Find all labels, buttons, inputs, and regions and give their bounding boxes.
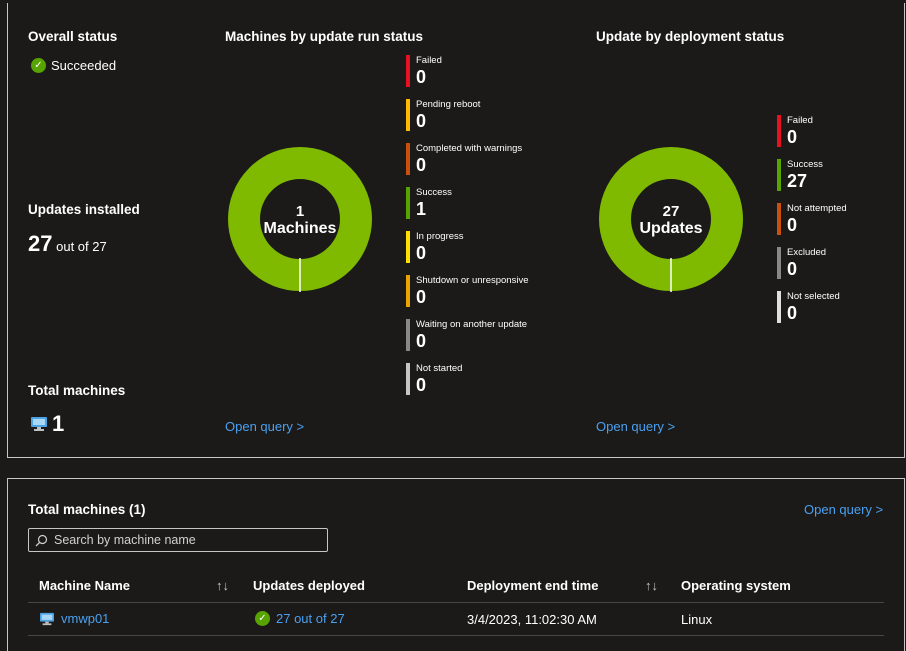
legend-value: 0 <box>416 67 427 87</box>
legend-value: 27 <box>787 171 808 191</box>
virtual-machine-icon <box>31 417 47 431</box>
column-header-operating-system[interactable]: Operating system <box>681 578 791 593</box>
deployment-donut-center: 27 Updates <box>611 203 731 237</box>
updates-installed-summary: 27 out of 27 <box>28 231 107 257</box>
legend-bar <box>406 99 410 131</box>
header-divider <box>28 602 884 603</box>
legend-item-failed[interactable]: Failed 0 <box>777 115 813 147</box>
legend-label: Pending reboot <box>416 99 481 110</box>
legend-bar <box>777 247 781 279</box>
deployment-end-time-cell: 3/4/2023, 11:02:30 AM <box>467 612 597 627</box>
total-machines-heading: Total machines <box>28 383 126 398</box>
legend-bar <box>406 55 410 87</box>
deployment-donut-chart <box>599 147 743 292</box>
overall-status-value: Succeeded <box>51 58 117 73</box>
deployment-donut-number: 27 <box>662 203 680 220</box>
legend-label: Success <box>416 187 452 198</box>
updates-deployed-link[interactable]: 27 out of 27 <box>276 611 345 626</box>
legend-label: Failed <box>416 55 442 66</box>
legend-value: 1 <box>416 199 427 219</box>
machine-name-cell: vmwp01 <box>39 611 109 626</box>
legend-label: Waiting on another update <box>416 319 528 330</box>
machines-donut-center: 1 Machines <box>240 203 360 237</box>
legend-item-not-started[interactable]: Not started 0 <box>406 363 462 395</box>
legend-value: 0 <box>416 111 427 131</box>
sort-deployment-end-time-icon[interactable]: ↑↓ <box>645 578 658 593</box>
legend-bar <box>777 203 781 235</box>
overall-status: ✓ Succeeded <box>31 58 116 73</box>
legend-bar <box>406 143 410 175</box>
success-check-icon: ✓ <box>255 611 270 626</box>
legend-item-excluded[interactable]: Excluded 0 <box>777 247 826 279</box>
legend-bar <box>406 187 410 219</box>
legend-value: 0 <box>787 127 798 147</box>
legend-item-success[interactable]: Success 1 <box>406 187 452 219</box>
legend-label: Not started <box>416 363 463 374</box>
summary-panel: Overall status ✓ Succeeded Updates insta… <box>7 3 905 458</box>
updates-installed-suffix: out of 27 <box>56 239 107 254</box>
legend-label: Failed <box>787 115 813 126</box>
legend-value: 0 <box>787 259 798 279</box>
legend-item-pending-reboot[interactable]: Pending reboot 0 <box>406 99 480 131</box>
column-header-updates-deployed[interactable]: Updates deployed <box>253 578 365 593</box>
legend-item-shutdown-or-unresponsive[interactable]: Shutdown or unresponsive 0 <box>406 275 529 307</box>
row-divider <box>28 635 884 636</box>
legend-item-not-attempted[interactable]: Not attempted 0 <box>777 203 847 235</box>
legend-label: Success <box>787 159 823 170</box>
updates-installed-heading: Updates installed <box>28 202 140 217</box>
column-header-machine-name[interactable]: Machine Name <box>39 578 131 593</box>
machines-table-panel: Total machines (1) Open query > Machine … <box>7 478 905 651</box>
legend-value: 0 <box>416 243 427 263</box>
legend-item-completed-with-warnings[interactable]: Completed with warnings 0 <box>406 143 522 175</box>
legend-item-failed[interactable]: Failed 0 <box>406 55 442 87</box>
sort-machine-name-icon[interactable]: ↑↓ <box>216 578 229 593</box>
legend-item-not-selected[interactable]: Not selected 0 <box>777 291 840 323</box>
legend-bar <box>777 115 781 147</box>
deployment-open-query-link[interactable]: Open query > <box>596 419 676 434</box>
virtual-machine-icon <box>40 612 54 625</box>
search-icon <box>35 534 48 546</box>
legend-label: Not selected <box>787 291 840 302</box>
legend-value: 0 <box>787 303 798 323</box>
legend-bar <box>777 159 781 191</box>
machines-open-query-link[interactable]: Open query > <box>225 419 305 434</box>
legend-label: Excluded <box>787 247 827 258</box>
legend-value: 0 <box>416 155 427 175</box>
legend-bar <box>406 319 410 351</box>
operating-system-cell: Linux <box>681 612 713 627</box>
updates-deployed-cell: ✓ 27 out of 27 <box>255 611 345 626</box>
legend-item-waiting-on-another-update[interactable]: Waiting on another update 0 <box>406 319 527 351</box>
machine-name-link[interactable]: vmwp01 <box>61 611 110 626</box>
table-open-query-link[interactable]: Open query > <box>804 502 884 517</box>
legend-bar <box>406 231 410 263</box>
machines-donut-number: 1 <box>295 203 305 220</box>
machine-search-box[interactable] <box>28 528 328 552</box>
legend-bar <box>406 363 410 395</box>
legend-label: Shutdown or unresponsive <box>416 275 529 286</box>
legend-label: Completed with warnings <box>416 143 523 154</box>
updates-installed-count: 27 <box>28 231 53 256</box>
legend-value: 0 <box>416 375 427 395</box>
total-machines-count: 1 <box>52 411 65 436</box>
machines-chart-heading: Machines by update run status <box>225 29 424 44</box>
legend-value: 0 <box>416 331 427 351</box>
legend-label: Not attempted <box>787 203 847 214</box>
legend-bar <box>777 291 781 323</box>
machines-donut-chart <box>228 147 372 292</box>
machine-search-input[interactable] <box>54 533 314 547</box>
legend-item-in-progress[interactable]: In progress 0 <box>406 231 464 263</box>
table-section-heading: Total machines (1) <box>28 502 146 517</box>
deployment-chart-heading: Update by deployment status <box>596 29 785 44</box>
legend-item-success[interactable]: Success 27 <box>777 159 823 191</box>
legend-bar <box>406 275 410 307</box>
legend-value: 0 <box>787 215 798 235</box>
overall-status-heading: Overall status <box>28 29 118 44</box>
total-machines-summary: 1 <box>30 411 64 437</box>
machines-donut-unit: Machines <box>263 220 337 237</box>
deployment-donut-unit: Updates <box>639 220 703 237</box>
legend-label: In progress <box>416 231 464 242</box>
success-check-icon: ✓ <box>31 58 46 73</box>
legend-value: 0 <box>416 287 427 307</box>
column-header-deployment-end-time[interactable]: Deployment end time <box>467 578 599 593</box>
